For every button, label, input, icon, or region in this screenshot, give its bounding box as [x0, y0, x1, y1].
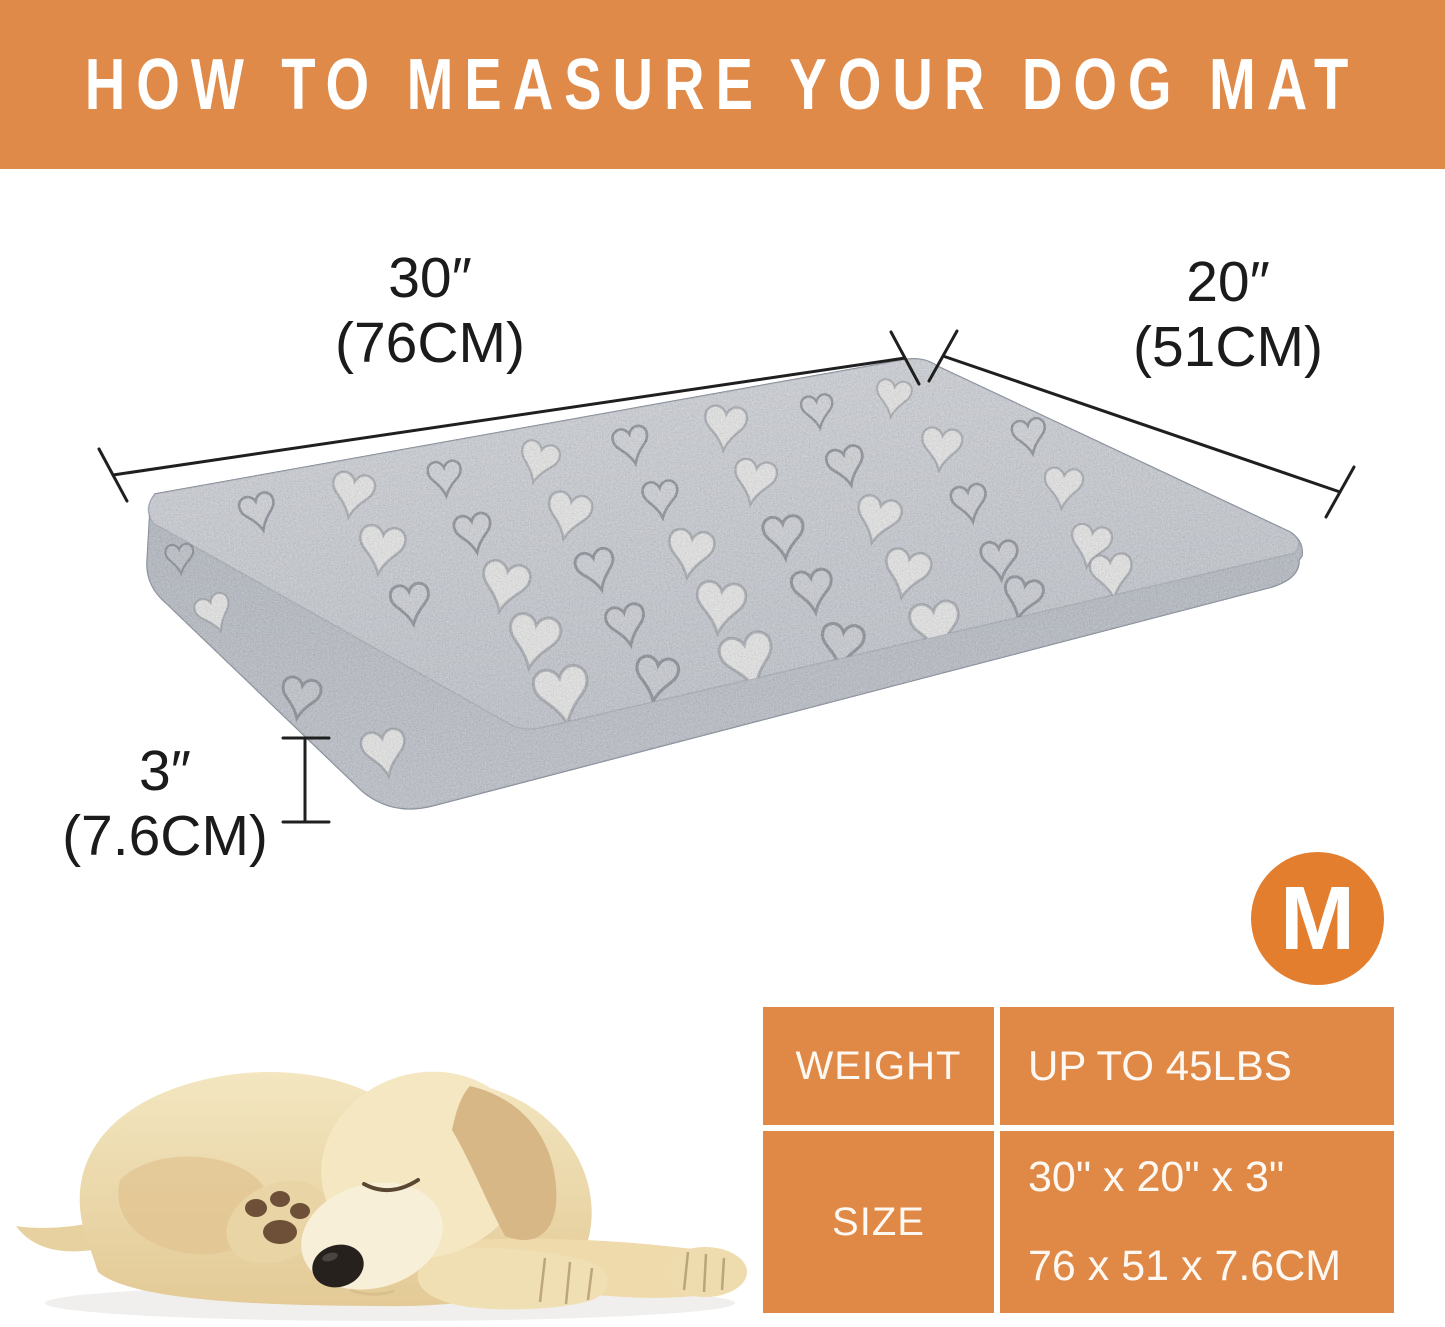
header-banner: HOW TO MEASURE YOUR DOG MAT: [0, 0, 1445, 169]
spec-table: WEIGHT UP TO 45LBS SIZE 30" x 20" x 3" 7…: [763, 1007, 1395, 1313]
length-dimension-line: [97, 330, 921, 503]
height-metric: (7.6CM): [62, 804, 268, 868]
length-metric: (76CM): [334, 311, 525, 375]
length-inches: 30″: [388, 246, 472, 310]
size-badge-letter: M: [1280, 868, 1355, 969]
length-label: 30″ (76CM): [230, 246, 630, 376]
width-metric: (51CM): [1132, 315, 1323, 379]
banner-title: HOW TO MEASURE YOUR DOG MAT: [85, 44, 1360, 125]
size-label-cell: SIZE: [763, 1131, 994, 1313]
width-dimension-line: [927, 329, 1356, 519]
size-label: SIZE: [832, 1199, 925, 1244]
size-value-cell: 30" x 20" x 3" 76 x 51 x 7.6CM: [1000, 1131, 1394, 1313]
dog-photo: [16, 1071, 747, 1321]
weight-value-cell: UP TO 45LBS: [1000, 1007, 1394, 1125]
width-inches: 20″: [1186, 250, 1270, 314]
weight-label: WEIGHT: [795, 1043, 962, 1088]
size-value-inches: 30" x 20" x 3": [1028, 1153, 1285, 1201]
size-value-metric: 76 x 51 x 7.6CM: [1028, 1242, 1342, 1290]
height-label: 3″ (7.6CM): [0, 739, 330, 869]
weight-label-cell: WEIGHT: [763, 1007, 994, 1125]
height-dimension-line: [281, 736, 331, 824]
dimension-lines: [97, 329, 1356, 824]
size-badge: M: [1251, 852, 1384, 985]
width-label: 20″ (51CM): [1028, 250, 1428, 380]
height-inches: 3″: [139, 739, 191, 803]
weight-value: UP TO 45LBS: [1028, 1042, 1292, 1089]
